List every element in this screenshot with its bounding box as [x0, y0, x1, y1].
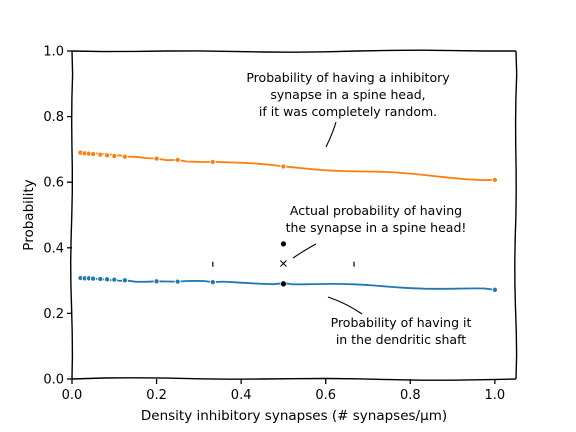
data-point: [280, 163, 287, 170]
data-point: [90, 150, 97, 158]
data-point: [97, 275, 104, 283]
annotation-line: if it was completely random.: [259, 104, 437, 119]
data-point: [111, 276, 118, 283]
annotation-pointer-line: [327, 296, 363, 315]
annotation-pointer-line: [325, 121, 337, 148]
annotation-line: Probability of having it: [331, 315, 472, 330]
data-point: [121, 153, 128, 160]
annotation-line: in the dendritic shaft: [336, 332, 466, 347]
annotation-line: Probability of having a inhibitory: [246, 70, 450, 85]
series-layer: [77, 149, 498, 293]
x-axis-label: Density inhibitory synapses (# synapses/…: [141, 408, 447, 424]
y-tick-label: 0.8: [43, 110, 64, 125]
y-tick-label: 0.2: [43, 307, 64, 322]
black-dot-marker: [280, 241, 287, 247]
data-point: [104, 276, 111, 283]
data-point: [90, 275, 97, 282]
annotation-2: Probability of having it in the dendritic…: [327, 296, 472, 347]
x-tick-label: 0.4: [231, 388, 252, 403]
x-tick-label: 1.0: [485, 388, 506, 403]
data-point: [174, 156, 181, 163]
y-tick-label: 1.0: [43, 45, 64, 60]
data-point: [111, 152, 118, 160]
x-tick-label: 0.0: [62, 388, 83, 403]
y-axis-label: Probability: [21, 179, 37, 250]
data-point: [153, 155, 160, 162]
data-point: [491, 176, 498, 183]
data-point: [153, 278, 160, 285]
data-point: [104, 152, 111, 159]
y-tick-label: 0.4: [43, 241, 64, 256]
annotation-pointer-line: [292, 243, 317, 259]
annotation-text: Probability of having a inhibitory synaps…: [246, 70, 450, 119]
x-marker-stroke: [280, 260, 287, 267]
annotation-0: Probability of having a inhibitory synaps…: [246, 70, 450, 148]
x-tick-label: 0.2: [146, 388, 167, 403]
black-dot-marker: [280, 281, 287, 287]
annotation-1: Actual probability of having the synapse …: [286, 203, 467, 259]
plot-frame: [69, 49, 518, 381]
x-tick-label: 0.8: [400, 388, 421, 403]
y-tick-label: 0.0: [43, 373, 64, 388]
annotation-layer: Probability of having a inhibitory synaps…: [246, 70, 471, 347]
annotation-line: the synapse in a spine head!: [286, 220, 467, 235]
marker-layer: [212, 241, 355, 287]
annotation-line: Actual probability of having: [290, 203, 462, 218]
annotation-text: Probability of having it in the dendritic…: [331, 315, 472, 347]
data-point: [209, 279, 216, 286]
annotation-line: synapse in a spine head,: [270, 87, 425, 102]
data-point: [97, 151, 104, 158]
data-point: [209, 158, 216, 165]
x-tick-label: 0.6: [315, 388, 336, 403]
y-tick-label: 0.6: [43, 176, 64, 191]
annotation-text: Actual probability of having the synapse …: [286, 203, 467, 235]
data-point: [121, 277, 128, 284]
data-point: [174, 278, 181, 285]
x-marker: [280, 260, 287, 267]
data-point: [491, 286, 498, 293]
axes: 0.0 0.2 0.4 0.6 0.8 1.0 0.0 0.2 0.4 0.6 0.8 1.0: [43, 45, 505, 404]
